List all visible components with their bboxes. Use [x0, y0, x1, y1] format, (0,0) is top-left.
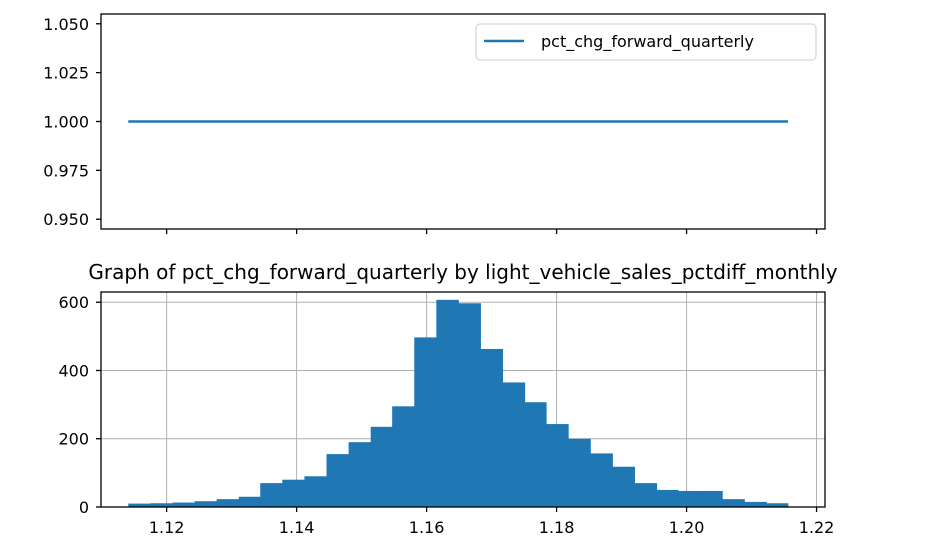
histogram-bar — [568, 438, 591, 507]
histogram-bar — [634, 483, 658, 507]
legend-box — [475, 23, 817, 61]
line-chart-panel: 0.950 0.975 1.000 1.025 1.050 pct_chg_forwar… — [43, 13, 826, 234]
y-tick-label: 0.950 — [43, 210, 89, 229]
histogram-bar — [546, 424, 569, 507]
histogram-x-axis: 1.12 1.14 1.16 1.18 1.20 1.22 — [149, 507, 835, 537]
histogram-y-axis: 0 200 400 600 — [58, 293, 101, 517]
y-tick-label: 600 — [58, 293, 89, 312]
histogram-bar — [458, 303, 481, 507]
histogram-bar — [128, 503, 151, 507]
histogram-bar — [304, 476, 327, 507]
histogram-frame — [100, 291, 826, 508]
histogram-bar — [502, 382, 526, 507]
histogram-bar — [480, 348, 504, 507]
histogram-bar — [348, 442, 372, 507]
histogram-bar — [172, 502, 195, 507]
histogram-bar — [194, 501, 218, 507]
x-tick-label: 1.14 — [279, 518, 315, 537]
histogram-bar — [260, 483, 283, 507]
histogram-bar — [370, 426, 393, 507]
histogram-title: Graph of pct_chg_forward_quarterly by li… — [88, 260, 837, 284]
histogram-bar — [326, 454, 350, 507]
histogram-bar — [700, 490, 723, 507]
y-tick-label: 1.025 — [43, 64, 89, 83]
histogram-bar — [414, 337, 437, 507]
y-tick-label: 0 — [79, 498, 89, 517]
y-tick-label: 0.975 — [43, 161, 89, 180]
histogram-bar — [766, 503, 789, 507]
histogram-bar — [678, 490, 701, 507]
line-chart-y-axis: 0.950 0.975 1.000 1.025 1.050 — [43, 15, 101, 229]
histogram-bar — [282, 479, 305, 507]
histogram-bar — [238, 496, 261, 507]
histogram-bar — [392, 406, 415, 507]
legend-label-pct-chg-forward-quarterly: pct_chg_forward_quarterly — [541, 32, 754, 52]
y-tick-label: 1.050 — [43, 15, 89, 34]
histogram-bars — [128, 299, 789, 507]
histogram-bar — [744, 501, 767, 507]
histogram-bar — [656, 489, 679, 507]
x-tick-label: 1.18 — [539, 518, 575, 537]
histogram-bar — [722, 499, 745, 507]
histogram-bar — [150, 503, 173, 507]
histogram-bar — [216, 499, 240, 507]
x-tick-label: 1.12 — [149, 518, 185, 537]
line-chart-x-axis — [165, 229, 818, 234]
x-tick-label: 1.20 — [669, 518, 705, 537]
legend: pct_chg_forward_quarterly — [475, 23, 817, 61]
histogram-bar — [612, 466, 635, 507]
y-tick-label: 400 — [58, 361, 89, 380]
histogram-bar — [590, 453, 613, 507]
histogram-panel: Graph of pct_chg_forward_quarterly by li… — [58, 260, 837, 537]
x-tick-label: 1.16 — [409, 518, 445, 537]
histogram-bar — [436, 299, 459, 507]
y-tick-label: 1.000 — [43, 113, 89, 132]
histogram-bar — [524, 402, 547, 507]
x-tick-label: 1.22 — [799, 518, 835, 537]
y-tick-label: 200 — [58, 430, 89, 449]
